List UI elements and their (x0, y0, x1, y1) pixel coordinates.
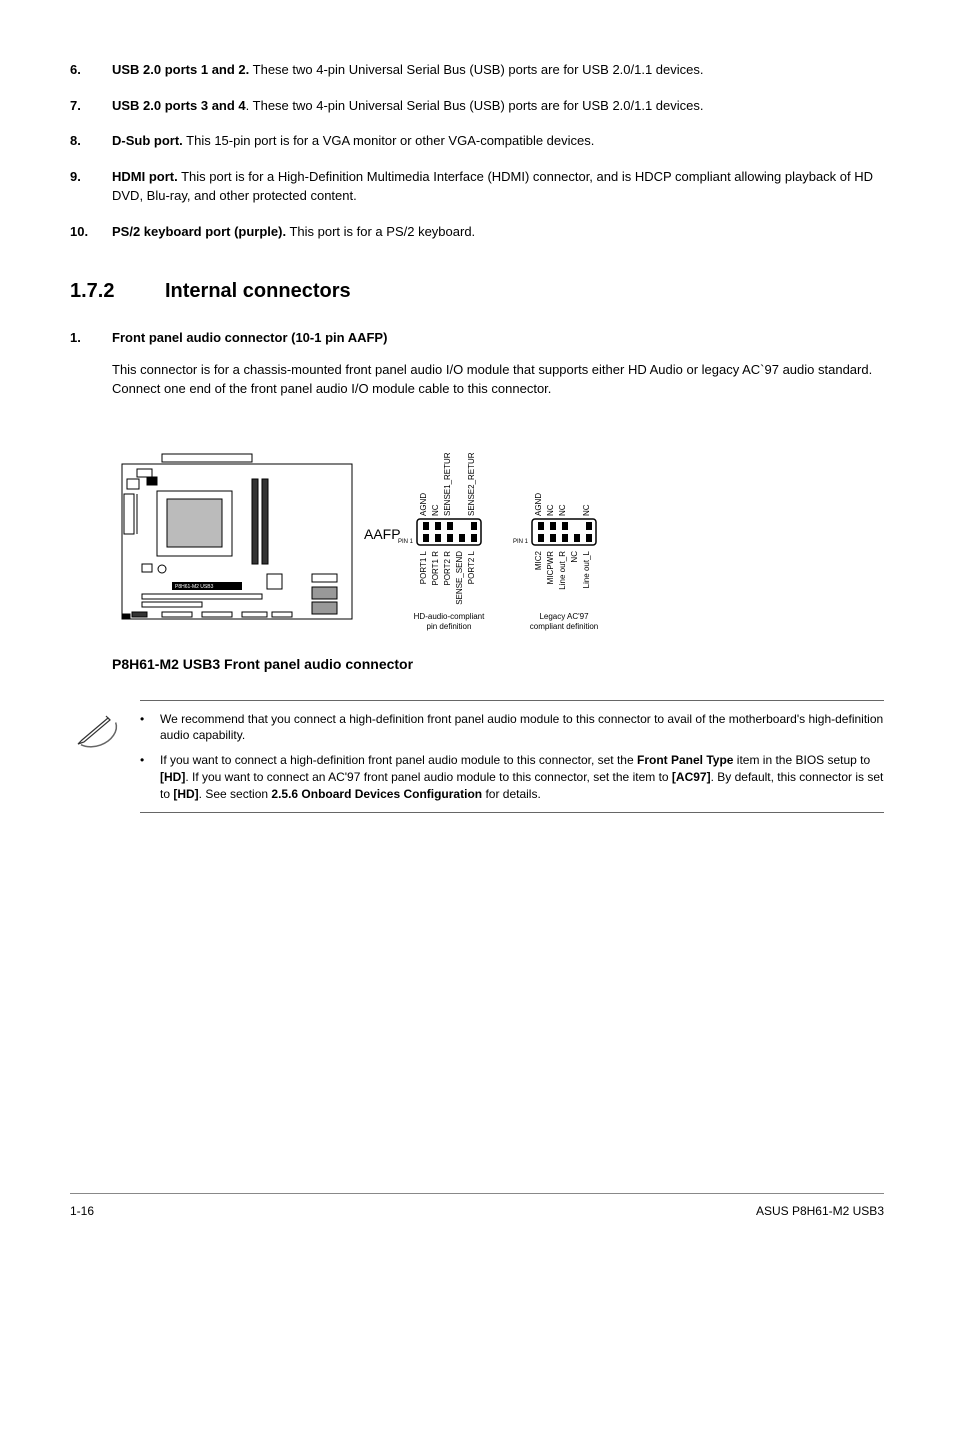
connector-heading: 1. Front panel audio connector (10-1 pin… (70, 328, 884, 348)
port-num: 9. (70, 167, 112, 206)
port-content: USB 2.0 ports 3 and 4. These two 4-pin U… (112, 96, 884, 116)
port-num: 7. (70, 96, 112, 116)
svg-text:SENSE2_RETUR: SENSE2_RETUR (467, 452, 476, 516)
port-num: 8. (70, 131, 112, 151)
svg-text:PORT2 R: PORT2 R (443, 550, 452, 585)
notes-section: • We recommend that you connect a high-d… (70, 700, 884, 814)
pencil-icon (70, 700, 140, 814)
diagram-caption: P8H61-M2 USB3 Front panel audio connecto… (112, 654, 884, 675)
port-item: 9. HDMI port. This port is for a High-De… (70, 167, 884, 206)
port-item: 8. D-Sub port. This 15-pin port is for a… (70, 131, 884, 151)
svg-text:compliant definition: compliant definition (530, 622, 598, 631)
port-list: 6. USB 2.0 ports 1 and 2. These two 4-pi… (70, 60, 884, 241)
page-footer: 1-16 ASUS P8H61-M2 USB3 (70, 1193, 884, 1220)
svg-text:Legacy AC'97: Legacy AC'97 (539, 612, 589, 621)
page-number: 1-16 (70, 1202, 94, 1220)
port-content: D-Sub port. This 15-pin port is for a VG… (112, 131, 884, 151)
svg-text:PIN 1: PIN 1 (513, 539, 529, 545)
svg-text:PIN 1: PIN 1 (398, 539, 414, 545)
svg-text:MICPWR: MICPWR (546, 550, 555, 584)
port-item: 6. USB 2.0 ports 1 and 2. These two 4-pi… (70, 60, 884, 80)
port-num: 10. (70, 222, 112, 242)
note-item: • We recommend that you connect a high-d… (140, 711, 884, 745)
port-item: 7. USB 2.0 ports 3 and 4. These two 4-pi… (70, 96, 884, 116)
svg-text:PORT1 L: PORT1 L (419, 550, 428, 584)
port-content: USB 2.0 ports 1 and 2. These two 4-pin U… (112, 60, 884, 80)
svg-text:PORT1 R: PORT1 R (431, 550, 440, 585)
port-content: HDMI port. This port is for a High-Defin… (112, 167, 884, 206)
svg-text:SENSE1_RETUR: SENSE1_RETUR (443, 452, 452, 516)
note-text-1: We recommend that you connect a high-def… (160, 711, 884, 745)
connector-diagram: P8H61-M2 USB3 AAFP AGND NC SENSE1_RETUR … (112, 419, 884, 675)
notes-content: • We recommend that you connect a high-d… (140, 700, 884, 814)
svg-text:AGND: AGND (419, 492, 428, 515)
section-number: 1.7.2 (70, 276, 165, 306)
svg-text:pin definition: pin definition (427, 622, 472, 631)
svg-text:NC: NC (546, 504, 555, 516)
svg-text:NC: NC (431, 504, 440, 516)
svg-text:NC: NC (570, 550, 579, 562)
svg-text:MIC2: MIC2 (534, 550, 543, 570)
svg-text:HD-audio-compliant: HD-audio-compliant (414, 612, 485, 621)
port-content: PS/2 keyboard port (purple). This port i… (112, 222, 884, 242)
svg-text:P8H61-M2 USB3: P8H61-M2 USB3 (175, 584, 214, 590)
product-name: ASUS P8H61-M2 USB3 (756, 1202, 884, 1220)
svg-text:Line out_R: Line out_R (558, 550, 567, 589)
svg-text:AGND: AGND (534, 492, 543, 515)
section-title-text: Internal connectors (165, 280, 351, 302)
svg-text:NC: NC (582, 504, 591, 516)
svg-text:NC: NC (558, 504, 567, 516)
section-heading: 1.7.2Internal connectors (70, 276, 884, 306)
port-item: 10. PS/2 keyboard port (purple). This po… (70, 222, 884, 242)
note-item: • If you want to connect a high-definiti… (140, 752, 884, 802)
note-text-2: If you want to connect a high-definition… (160, 752, 884, 802)
svg-text:AAFP: AAFP (364, 526, 401, 542)
connector-description: This connector is for a chassis-mounted … (112, 360, 884, 399)
svg-text:Line out_L: Line out_L (582, 550, 591, 588)
port-num: 6. (70, 60, 112, 80)
svg-text:PORT2 L: PORT2 L (467, 550, 476, 584)
connector-title: Front panel audio connector (10-1 pin AA… (112, 328, 387, 348)
connector-num: 1. (70, 328, 112, 348)
svg-text:SENSE_SEND: SENSE_SEND (455, 550, 464, 604)
